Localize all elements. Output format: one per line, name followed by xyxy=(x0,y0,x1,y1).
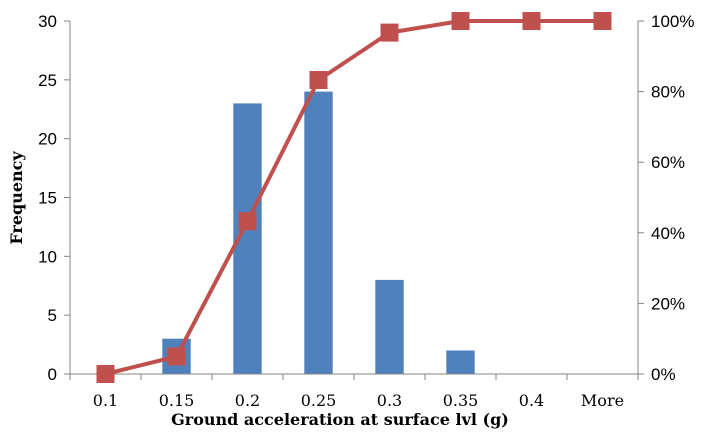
x-tick-label: 0.35 xyxy=(443,391,479,410)
y-right-tick-label: 0% xyxy=(651,365,676,384)
cumulative-point-3 xyxy=(309,71,328,89)
x-tick-label: 0.2 xyxy=(235,391,260,410)
cumulative-percent-line xyxy=(105,19,603,376)
labels-layer: 0 5 10 15 20 25 30 0% 20% 40% 60% 80% 100% 0.1 0.15 0.2… xyxy=(38,12,694,410)
cumulative-point-5 xyxy=(451,12,470,30)
frequency-bar-4 xyxy=(375,279,404,374)
cumulative-point-1 xyxy=(167,347,186,366)
y-right-tick-label: 100% xyxy=(651,12,694,31)
y-left-tick-label: 15 xyxy=(38,189,57,208)
y-right-tick-label: 20% xyxy=(651,294,685,313)
bars-layer xyxy=(162,91,475,375)
y-left-tick-label: 20 xyxy=(38,130,57,149)
cumulative-point-6 xyxy=(522,12,541,30)
x-tick-label: 0.1 xyxy=(93,391,118,410)
x-tick-label: More xyxy=(581,391,624,410)
cumulative-point-7 xyxy=(593,12,612,30)
x-axis-title: Ground acceleration at surface lvl (g) xyxy=(171,410,509,429)
y-left-tick-label: 0 xyxy=(48,365,57,384)
axes-layer xyxy=(69,21,639,375)
cumulative-point-2 xyxy=(238,212,257,231)
y-left-tick-label: 5 xyxy=(48,306,57,325)
y-right-tick-label: 40% xyxy=(651,224,685,243)
y-right-tick-label: 60% xyxy=(651,153,685,172)
cumulative-line-layer xyxy=(96,12,612,383)
y-right-tick-label: 80% xyxy=(651,83,685,102)
x-tick-label: 0.3 xyxy=(377,391,402,410)
y-left-tick-label: 10 xyxy=(38,247,57,266)
y-axis-title: Frequency xyxy=(7,151,26,245)
cumulative-point-0 xyxy=(96,365,115,383)
frequency-bar-5 xyxy=(446,350,475,374)
x-tick-label: 0.25 xyxy=(301,391,337,410)
y-left-tick-label: 30 xyxy=(38,12,57,31)
cumulative-point-4 xyxy=(380,23,399,42)
y-left-tick-label: 25 xyxy=(38,71,57,90)
x-tick-label: 0.4 xyxy=(519,391,544,410)
frequency-bar-3 xyxy=(304,91,333,374)
ticks-layer xyxy=(64,20,644,380)
x-tick-label: 0.15 xyxy=(159,391,195,410)
